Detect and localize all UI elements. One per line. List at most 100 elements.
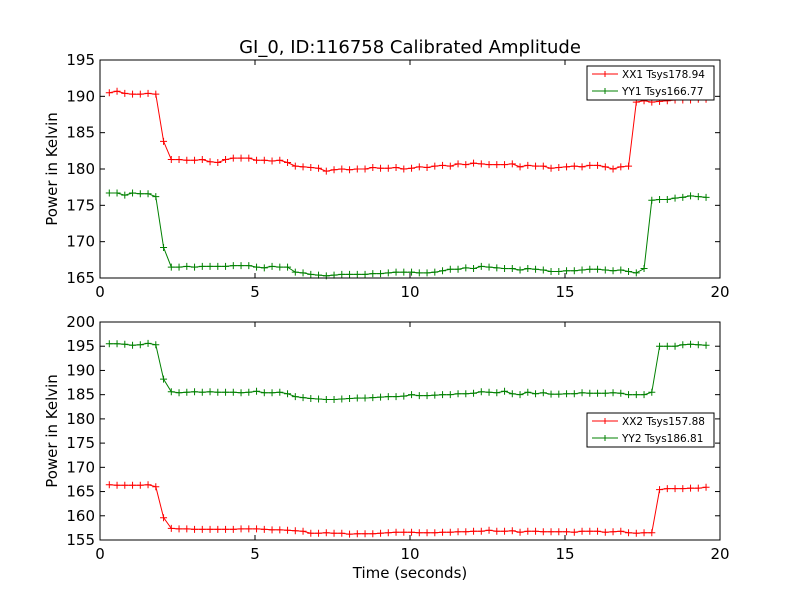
data-point-yy2 [462,390,470,398]
data-point-xx1 [346,166,354,174]
top-ticks-layer: 0 5 10 15 20 165 170 175 180 185 190 195 [66,51,729,301]
data-point-xx2 [377,529,385,537]
data-point-xx1 [237,154,245,162]
data-point-yy1 [369,270,377,278]
data-point-xx2 [175,525,183,533]
data-point-yy1 [214,262,222,270]
data-point-xx1 [415,163,423,171]
data-point-yy1 [625,267,633,275]
data-point-yy2 [322,396,330,404]
data-point-yy1 [167,263,175,271]
data-point-yy1 [284,263,292,271]
data-point-yy2 [555,390,563,398]
data-point-xx2 [609,528,617,536]
data-point-yy1 [501,265,509,273]
data-point-xx1 [353,165,361,173]
data-point-xx2 [136,481,144,489]
data-point-yy2 [353,394,361,402]
data-point-yy2 [369,394,377,402]
bottom-y-tick-label: 170 [66,458,95,476]
data-point-yy1 [632,269,640,277]
data-point-xx2 [446,528,454,536]
data-point-yy2 [291,393,299,401]
top-y-tick-label: 195 [66,51,95,69]
data-point-xx1 [555,164,563,172]
data-point-yy2 [508,390,516,398]
data-point-yy2 [284,390,292,398]
data-point-yy1 [570,267,578,275]
data-point-yy2 [276,388,284,396]
data-point-xx2 [687,484,695,492]
data-point-xx2 [152,483,160,491]
data-point-xx2 [346,530,354,538]
data-point-yy1 [276,263,284,271]
data-point-xx1 [431,162,439,170]
bottom-plot-panel: 0 5 10 15 20 155 160 165 170 175 180 185 190 195 200 P… [43,313,730,563]
data-point-yy1 [609,267,617,275]
data-point-yy1 [594,265,602,273]
data-point-xx2 [400,528,408,536]
data-point-yy1 [222,262,230,270]
data-point-xx2 [144,481,152,489]
data-point-yy1 [423,269,431,277]
data-point-yy2 [625,391,633,399]
data-point-yy1 [299,269,307,277]
figure-title: GI_0, ID:116758 Calibrated Amplitude [239,37,581,58]
data-point-xx2 [594,527,602,535]
data-point-xx2 [191,525,199,533]
data-point-yy1 [136,190,144,198]
data-point-xx2 [369,530,377,538]
data-point-xx2 [222,525,230,533]
data-point-yy1 [377,270,385,278]
data-point-yy1 [462,264,470,272]
data-point-xx2 [539,528,547,536]
data-point-xx1 [307,164,315,172]
legend-label-yy1: YY1 Tsys166.77 [621,86,703,98]
data-point-xx2 [276,526,284,534]
data-point-xx1 [113,87,121,95]
data-point-yy2 [191,388,199,396]
data-point-yy1 [260,264,268,272]
data-point-yy2 [671,342,679,350]
data-point-xx2 [253,525,261,533]
data-point-yy1 [555,267,563,275]
top-plot-panel: 0 5 10 15 20 165 170 175 180 185 190 195 Power in K… [43,51,730,301]
data-point-yy2 [268,389,276,397]
data-point-yy1 [121,191,129,199]
data-point-yy1 [524,265,532,273]
data-point-yy1 [144,190,152,198]
data-point-yy1 [648,196,656,204]
data-point-yy1 [508,265,516,273]
data-point-xx2 [578,527,586,535]
data-point-xx1 [198,156,206,164]
data-point-xx2 [493,527,501,535]
bottom-y-tick-label: 190 [66,361,95,379]
data-point-xx1 [160,137,168,145]
data-point-xx1 [446,162,454,170]
top-y-axis-label: Power in Kelvin [43,112,61,226]
data-point-yy1 [384,269,392,277]
data-point-yy2 [144,339,152,347]
data-point-xx2 [229,525,237,533]
top-x-tick-label: 15 [555,283,574,301]
data-point-xx1 [284,158,292,166]
data-point-yy1 [237,262,245,270]
data-point-xx2 [586,527,594,535]
data-point-xx2 [632,529,640,537]
data-point-yy2 [539,389,547,397]
data-point-xx2 [547,528,555,536]
data-point-xx2 [625,529,633,537]
legend-label-xx1: XX1 Tsys178.94 [622,69,705,81]
data-point-yy1 [346,270,354,278]
data-point-yy1 [470,265,478,273]
data-point-xx2 [516,528,524,536]
data-point-yy2 [361,394,369,402]
data-point-yy1 [129,189,137,197]
data-point-yy2 [632,391,640,399]
bottom-series-layer [105,339,710,538]
data-point-yy1 [547,267,555,275]
data-point-yy1 [307,270,315,278]
data-point-yy1 [702,193,710,201]
top-y-tick-label: 165 [66,269,95,287]
data-point-xx1 [524,161,532,169]
